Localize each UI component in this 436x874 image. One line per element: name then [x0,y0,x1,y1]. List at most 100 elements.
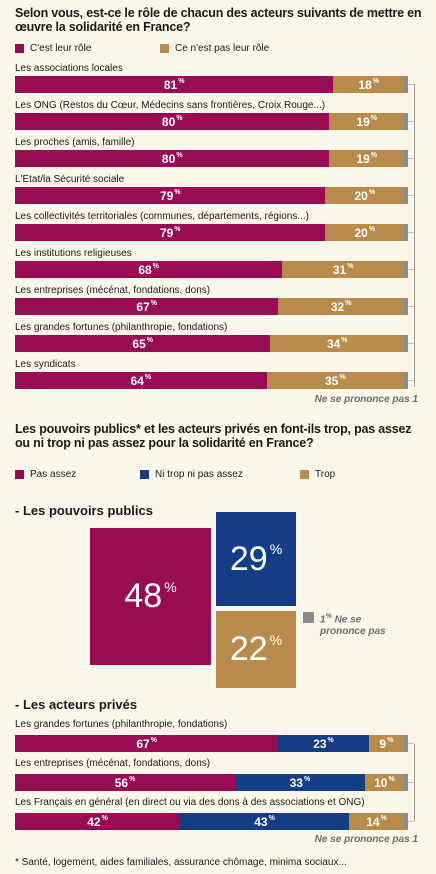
role-pct-sign: % [341,337,348,344]
role-pct-sign: % [339,374,346,381]
role-data-label: 65 [132,336,146,351]
private-category-label: Les Français en général (en direct ou vi… [15,797,365,808]
role-pct-sign: % [176,152,183,159]
role-bar-series-0: 80% [15,113,330,130]
private-bar-series-3 [404,813,408,830]
private-data-label: 9 [379,736,387,751]
role-no-answer-tick [408,158,414,159]
private-pct-sign: % [303,776,311,783]
role-data-label: 19 [356,114,370,129]
no-answer-bracket [411,84,415,387]
role-bar-series-2 [404,76,408,93]
private-data-label: 10 [374,775,388,790]
public-no-answer-label: 1% Ne se prononce pas [320,611,395,638]
role-no-answer-tick [408,84,414,85]
role-bar-series-1: 35% [266,372,405,389]
private-pct-sign: % [101,815,108,822]
legend-not-role-swatch [160,44,169,53]
private-bar-series-0: 56% [15,774,236,791]
role-bar-series-2 [404,150,408,167]
role-bar-series-0: 68% [15,261,283,278]
legend-not-enough-swatch [15,470,24,479]
private-pct-sign: % [380,815,387,822]
private-pct-sign: % [150,737,157,744]
role-no-answer-tick [408,306,414,307]
role-pct-sign: % [176,115,183,122]
legend-too-much: Trop [300,469,335,480]
role-no-answer-tick [408,195,414,196]
role-bar-series-1: 34% [270,335,405,352]
role-data-label: 18 [358,77,372,92]
q1-title: Selon vous, est-ce le rôle de chacun des… [15,6,422,34]
role-bar-series-0: 80% [15,150,330,167]
role-bar-series-2 [404,298,408,315]
private-no-answer-tick [408,782,414,783]
legend-role-swatch [15,44,24,53]
legend-too-much-swatch [300,470,309,479]
private-bar-series-2: 14% [349,813,405,830]
q2-title: Les pouvoirs publics* et les acteurs pri… [15,422,412,450]
public-section-title: - Les pouvoirs publics [15,503,153,518]
q2-no-answer-note: Ne se prononce pas 1 [314,834,418,845]
role-data-label: 20 [354,188,368,203]
role-category-label: L'Etat/la Sécurité sociale [15,174,125,185]
private-category-label: Les grandes fortunes (philanthropie, fon… [15,719,228,730]
role-data-label: 80 [161,151,176,166]
role-bar-series-0: 67% [15,298,279,315]
private-category-label: Les entreprises (mécénat, fondations, do… [15,758,211,769]
private-data-label: 33 [289,775,303,790]
role-data-label: 67 [136,299,150,314]
public-not-enough-pct: % [164,578,177,595]
private-no-answer-tick [408,821,414,822]
legend-not-role-label: Ce n'est pas leur rôle [175,43,270,54]
public-not-enough-square: 48% [90,528,211,665]
role-pct-sign: % [370,115,378,122]
role-pct-sign: % [345,300,352,307]
role-data-label: 81 [163,77,178,92]
role-pct-sign: % [174,189,181,196]
role-bar-series-1: 20% [325,187,405,204]
role-data-label: 80 [161,114,176,129]
role-pct-sign: % [370,152,378,159]
role-category-label: Les syndicats [15,359,76,370]
role-pct-sign: % [174,226,181,233]
private-pct-sign: % [327,737,334,744]
legend-too-much-label: Trop [315,469,336,480]
role-category-label: Les associations locales [15,63,123,74]
role-bar-series-1: 18% [333,76,405,93]
role-bar-series-1: 31% [282,261,405,278]
role-no-answer-tick [408,343,414,344]
role-bar-series-0: 65% [15,335,271,352]
public-no-answer-value: 1 [320,614,326,626]
private-bar-series-0: 42% [15,813,181,830]
role-bar-series-1: 19% [329,150,405,167]
private-data-label: 42 [87,814,101,829]
role-pct-sign: % [372,78,379,85]
role-bar-series-1: 20% [325,224,405,241]
private-bar-series-3 [404,774,408,791]
legend-role-label: C'est leur rôle [30,43,92,54]
role-data-label: 64 [130,373,144,388]
public-not-enough-value: 48 [124,577,163,615]
role-no-answer-tick [408,121,414,122]
legend-neither-label: Ni trop ni pas assez [155,469,243,480]
public-no-answer-pct: % [325,613,332,620]
role-category-label: Les institutions religieuses [15,248,132,259]
legend-not-enough: Pas assez [15,469,76,480]
private-data-label: 56 [114,775,129,790]
role-category-label: Les grandes fortunes (philanthropie, fon… [15,322,228,333]
private-data-label: 23 [313,736,327,751]
private-data-label: 14 [366,814,380,829]
private-bar-series-2: 9% [368,735,405,752]
public-neither-square: 29% [216,512,296,606]
private-pct-sign: % [388,776,395,783]
public-neither-value: 29 [229,539,268,578]
public-no-answer-square [303,612,314,623]
footnote: * Santé, logement, aides familiales, ass… [15,857,347,868]
role-bar-series-2 [404,187,408,204]
role-bar-series-0: 79% [15,224,326,241]
role-category-label: Les ONG (Restos du Cœur, Médecins sans f… [15,100,326,111]
role-pct-sign: % [178,78,185,85]
legend-not-role: Ce n'est pas leur rôle [160,43,269,54]
role-category-label: Les entreprises (mécénat, fondations, do… [15,285,211,296]
